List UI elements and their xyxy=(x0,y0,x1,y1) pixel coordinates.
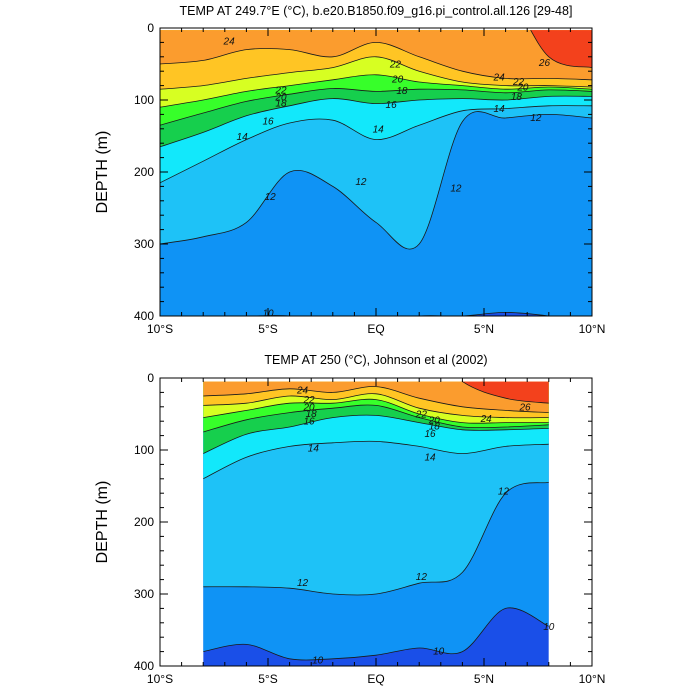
isotherm-14 xyxy=(203,440,549,480)
y-tick-label: 100 xyxy=(134,93,154,107)
contour-label: 16 xyxy=(303,417,315,428)
y-axis-label: DEPTH (m) xyxy=(94,481,111,564)
contour-label: 16 xyxy=(424,429,436,440)
isotherm-10 xyxy=(160,311,552,316)
contour-label: 20 xyxy=(516,83,529,94)
y-tick-label: 0 xyxy=(147,21,154,35)
x-tick-label: 10°N xyxy=(579,322,606,336)
y-tick-label: 200 xyxy=(134,515,154,529)
contour-label: 10 xyxy=(312,656,324,667)
bottom-panel-observed-temperature: TEMP AT 250 (°C), Johnson et al (2002) 2… xyxy=(94,353,605,686)
y-axis-label: DEPTH (m) xyxy=(94,131,111,214)
contour-label: 14 xyxy=(373,124,385,135)
top-panel-model-temperature: TEMP AT 249.7°E (°C), b.e20.B1850.f09_g1… xyxy=(94,4,605,336)
bottom-panel-filled-contours xyxy=(203,381,549,666)
contour-label: 26 xyxy=(518,402,531,413)
isotherm-24 xyxy=(203,386,549,413)
band-24-26 xyxy=(203,381,549,413)
isotherm-20 xyxy=(160,74,592,108)
contour-label: 16 xyxy=(386,100,398,111)
contour-label: 20 xyxy=(302,402,315,413)
contour-label: 10 xyxy=(433,646,445,657)
contour-label: 12 xyxy=(265,192,277,203)
contour-label: 18 xyxy=(429,422,441,433)
band-26-99 xyxy=(530,30,592,68)
contour-label: 22 xyxy=(512,77,525,88)
contour-label: 12 xyxy=(450,183,462,194)
x-tick-label: EQ xyxy=(367,322,384,336)
top-panel-filled-contours xyxy=(160,30,592,316)
bottom-panel-contour-lines xyxy=(203,381,549,661)
y-tick-label: 0 xyxy=(147,371,154,385)
y-tick-label: 100 xyxy=(134,443,154,457)
x-tick-label: 5°S xyxy=(258,322,277,336)
contour-label: 10 xyxy=(543,622,555,633)
contour-label: 12 xyxy=(530,113,542,124)
x-tick-label: EQ xyxy=(367,672,384,686)
isotherm-16 xyxy=(160,95,592,148)
y-tick-label: 400 xyxy=(134,309,154,323)
y-tick-label: 300 xyxy=(134,237,154,251)
x-tick-label: 5°N xyxy=(474,322,494,336)
x-tick-label: 10°S xyxy=(147,322,173,336)
contour-label: 20 xyxy=(274,93,287,104)
contour-label: 16 xyxy=(262,116,274,127)
contour-label: 18 xyxy=(306,409,318,420)
isotherm-14 xyxy=(160,105,592,184)
x-tick-label: 10°S xyxy=(147,672,173,686)
contour-label: 12 xyxy=(355,177,367,188)
bottom-panel-title: TEMP AT 250 (°C), Johnson et al (2002) xyxy=(264,353,487,367)
isotherm-26 xyxy=(461,381,549,404)
contour-label: 14 xyxy=(494,104,506,115)
contour-label: 24 xyxy=(223,36,236,47)
contour-label: 22 xyxy=(274,85,287,96)
contour-label: 20 xyxy=(428,415,441,426)
contour-label: 14 xyxy=(237,132,249,143)
contour-label: 12 xyxy=(498,487,510,498)
top-panel-title: TEMP AT 249.7°E (°C), b.e20.B1850.f09_g1… xyxy=(180,4,573,18)
contour-label: 22 xyxy=(389,60,402,71)
y-tick-label: 400 xyxy=(134,659,154,673)
isotherm-12 xyxy=(203,482,549,596)
contour-label: 22 xyxy=(302,395,315,406)
isotherm-20 xyxy=(203,398,549,424)
isotherm-22 xyxy=(160,56,592,90)
y-tick-label: 200 xyxy=(134,165,154,179)
x-tick-label: 5°N xyxy=(474,672,494,686)
x-tick-label: 5°S xyxy=(258,672,277,686)
contour-label: 26 xyxy=(538,58,551,69)
top-panel-axes: 10°S 5°S EQ 5°N 10°N 0 100 200 300 400 DEPTH (m) xyxy=(94,21,605,336)
contour-label: 18 xyxy=(396,86,408,97)
isotherm-16 xyxy=(203,414,549,454)
contour-label: 12 xyxy=(416,572,428,583)
contour-label: 18 xyxy=(275,98,287,109)
contour-label: 24 xyxy=(493,72,506,83)
isotherm-18 xyxy=(203,404,549,433)
band-26-99 xyxy=(462,381,549,404)
x-tick-label: 10°N xyxy=(579,672,606,686)
contour-label: 18 xyxy=(511,92,523,103)
band-24-26 xyxy=(160,30,592,80)
contour-label: 12 xyxy=(297,578,309,589)
contour-label: 20 xyxy=(391,75,404,86)
y-tick-label: 300 xyxy=(134,587,154,601)
contour-label: 24 xyxy=(296,386,309,397)
top-panel-contour-lines xyxy=(160,30,592,316)
isotherm-24 xyxy=(160,41,592,81)
bottom-panel-axes: 10°S 5°S EQ 5°N 10°N 0 100 200 300 400 DEPTH (m) xyxy=(94,371,605,686)
isotherm-12 xyxy=(160,111,592,250)
contour-label: 14 xyxy=(308,443,320,454)
isotherm-22 xyxy=(203,393,549,419)
isotherm-18 xyxy=(160,88,592,126)
contour-label: 14 xyxy=(424,453,436,464)
contour-label: 22 xyxy=(415,410,428,421)
contour-label: 24 xyxy=(480,414,493,425)
isotherm-10 xyxy=(203,607,549,661)
